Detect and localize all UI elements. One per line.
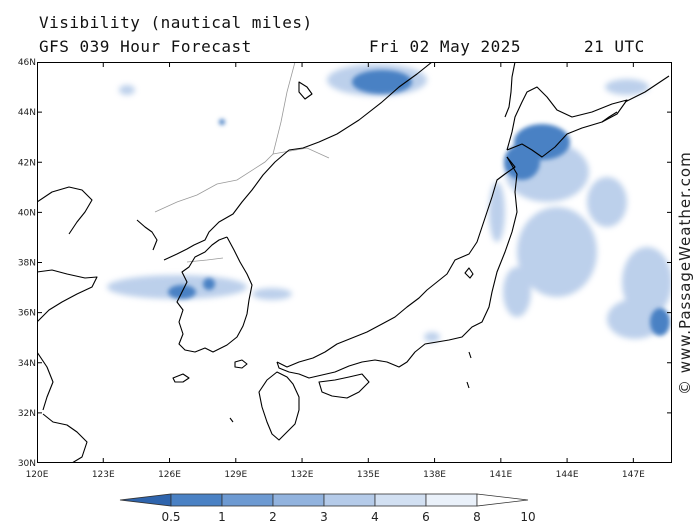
coastlines bbox=[37, 62, 670, 463]
colorbar-label: 6 bbox=[422, 510, 430, 524]
colorbar-label: 8 bbox=[473, 510, 481, 524]
longitude-label: 141E bbox=[489, 470, 512, 480]
credit-watermark: © www.PassageWeather.com bbox=[676, 151, 694, 395]
longitude-label: 147E bbox=[622, 470, 645, 480]
colorbar-label: 1 bbox=[218, 510, 226, 524]
latitude-label: 30N bbox=[18, 459, 36, 469]
colorbar-label: 3 bbox=[320, 510, 328, 524]
colorbar-segment bbox=[425, 493, 478, 507]
colorbar: 0.5 1 2 3 4 6 8 10 bbox=[119, 493, 536, 524]
latitude-label: 44N bbox=[18, 108, 36, 118]
longitude-label: 138E bbox=[423, 470, 446, 480]
colorbar-segment bbox=[272, 493, 325, 507]
model-forecast-label: GFS 039 Hour Forecast bbox=[39, 37, 252, 56]
colorbar-segment bbox=[170, 493, 223, 507]
colorbar-arrow-high bbox=[476, 493, 529, 507]
colorbar-segment bbox=[221, 493, 274, 507]
political-borders bbox=[154, 62, 330, 263]
longitude-label: 126E bbox=[158, 470, 181, 480]
longitude-label: 129E bbox=[224, 470, 247, 480]
forecast-time: 21 UTC bbox=[584, 37, 645, 56]
colorbar-segment bbox=[374, 493, 427, 507]
longitude-label: 123E bbox=[92, 470, 115, 480]
longitude-label: 132E bbox=[291, 470, 314, 480]
latitude-label: 38N bbox=[18, 259, 36, 269]
latitude-label: 40N bbox=[18, 208, 36, 218]
visibility-map bbox=[37, 62, 672, 463]
visibility-dark-areas bbox=[168, 70, 670, 336]
colorbar-label: 0.5 bbox=[161, 510, 180, 524]
latitude-label: 46N bbox=[18, 58, 36, 68]
colorbar-segment bbox=[323, 493, 376, 507]
colorbar-label: 4 bbox=[371, 510, 379, 524]
latitude-label: 32N bbox=[18, 409, 36, 419]
forecast-date: Fri 02 May 2025 bbox=[369, 37, 521, 56]
longitude-axis: 120E 123E 126E 129E 132E 135E 138E 141E 144E 147E bbox=[26, 470, 646, 480]
latitude-label: 36N bbox=[18, 309, 36, 319]
longitude-label: 135E bbox=[357, 470, 380, 480]
latitude-label: 42N bbox=[18, 158, 36, 168]
latitude-label: 34N bbox=[18, 359, 36, 369]
colorbar-arrow-low bbox=[119, 493, 172, 507]
longitude-label: 120E bbox=[26, 470, 49, 480]
map-border bbox=[37, 62, 672, 463]
latitude-axis: 46N 44N 42N 40N 38N 36N 34N 32N 30N bbox=[18, 58, 36, 469]
colorbar-label: 10 bbox=[520, 510, 535, 524]
colorbar-label: 2 bbox=[269, 510, 277, 524]
longitude-label: 144E bbox=[556, 470, 579, 480]
map-title: Visibility (nautical miles) bbox=[39, 13, 313, 32]
